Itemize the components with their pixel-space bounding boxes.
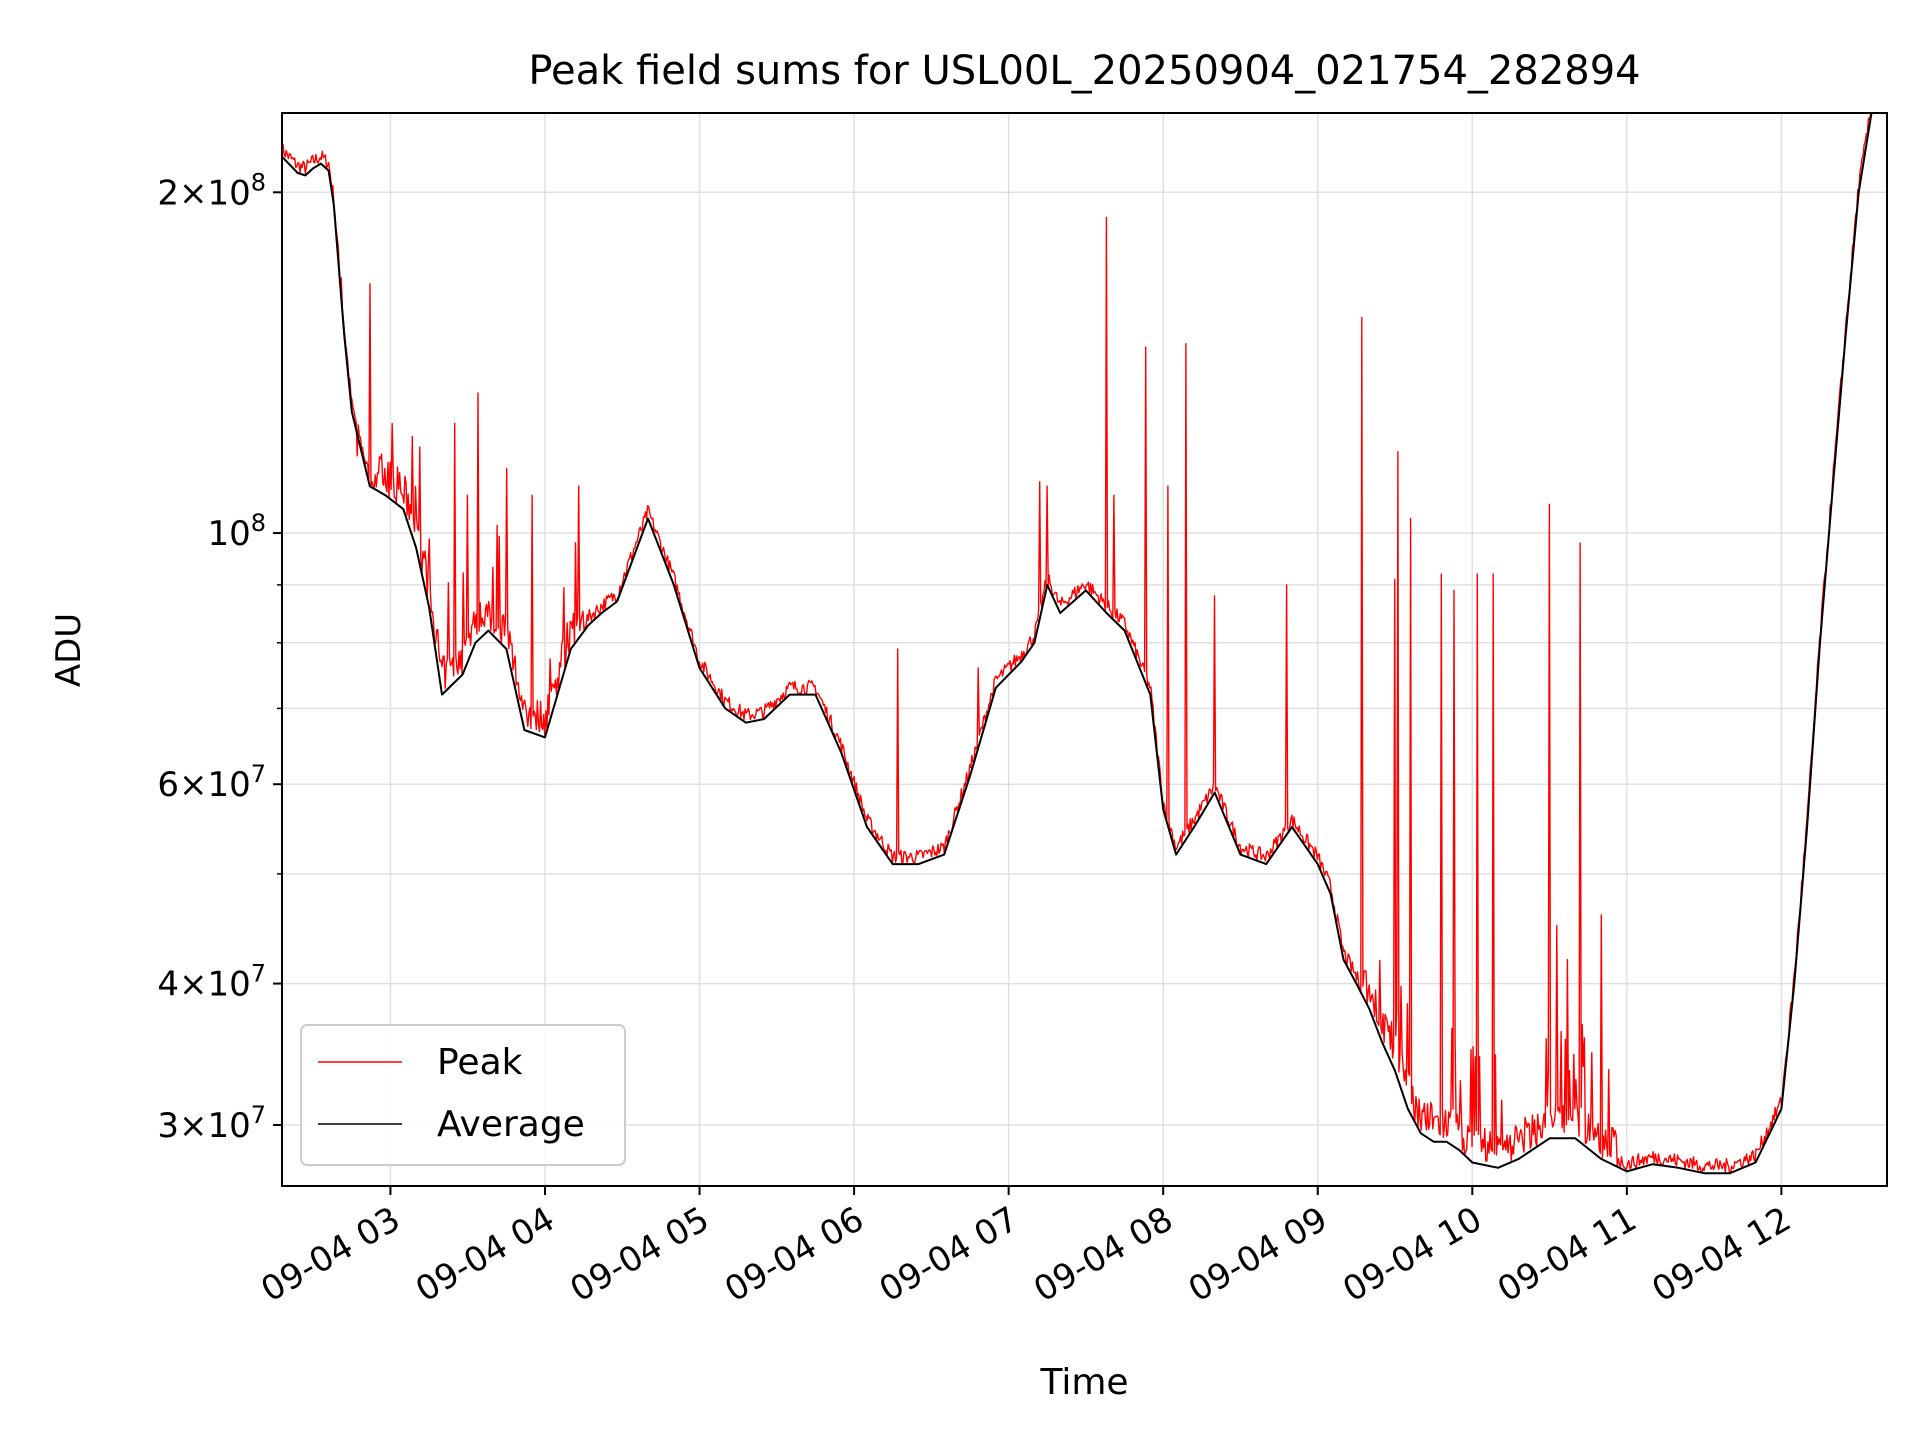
y-tick-label: 2×108 bbox=[157, 168, 266, 213]
x-axis-label: Time bbox=[1039, 1362, 1128, 1403]
y-axis-label: ADU bbox=[49, 613, 89, 687]
chart-title: Peak field sums for USL00L_20250904_0217… bbox=[528, 48, 1640, 94]
y-tick-label: 3×107 bbox=[157, 1101, 266, 1146]
grid bbox=[282, 113, 1887, 1186]
legend: Peak Average bbox=[300, 1024, 626, 1166]
y-tick-label: 6×107 bbox=[157, 760, 266, 805]
plot-area bbox=[282, 113, 1873, 1175]
y-tick-label: 4×107 bbox=[157, 960, 266, 1005]
y-tick-label: 108 bbox=[207, 509, 266, 554]
legend-box bbox=[300, 1024, 626, 1166]
legend-peak-label: Peak bbox=[437, 1042, 523, 1083]
axes-frame bbox=[281, 112, 1888, 1187]
series-line-average bbox=[282, 113, 1873, 1175]
legend-average-label: Average bbox=[437, 1104, 585, 1145]
